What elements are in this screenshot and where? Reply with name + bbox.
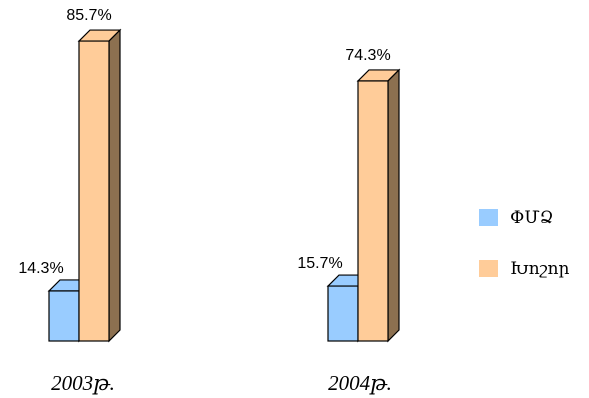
- bar-large-1: [77, 28, 122, 343]
- category-label-1: 2003թ.: [51, 371, 115, 395]
- data-labels-layer: 14.3% 85.7% 15.7% 74.3%: [18, 7, 390, 277]
- data-label-large-2: 74.3%: [345, 47, 390, 64]
- category-label-2: 2004թ.: [328, 371, 392, 395]
- data-label-sme-2: 15.7%: [297, 255, 342, 272]
- legend-item-sme: ՓՄՁ: [479, 208, 553, 227]
- data-label-sme-1: 14.3%: [18, 260, 63, 277]
- legend-swatch-large: [479, 260, 498, 277]
- bar-large-2: [356, 68, 401, 343]
- bars-layer: [47, 28, 401, 343]
- legend-label-large: Խոշոր: [510, 259, 570, 278]
- legend: ՓՄՁ Խոշոր: [479, 208, 570, 278]
- legend-item-large: Խոշոր: [479, 259, 570, 278]
- legend-label-sme: ՓՄՁ: [510, 208, 553, 227]
- data-label-large-1: 85.7%: [66, 7, 111, 24]
- legend-swatch-sme: [479, 209, 498, 226]
- category-labels-layer: 2003թ. 2004թ.: [51, 371, 392, 395]
